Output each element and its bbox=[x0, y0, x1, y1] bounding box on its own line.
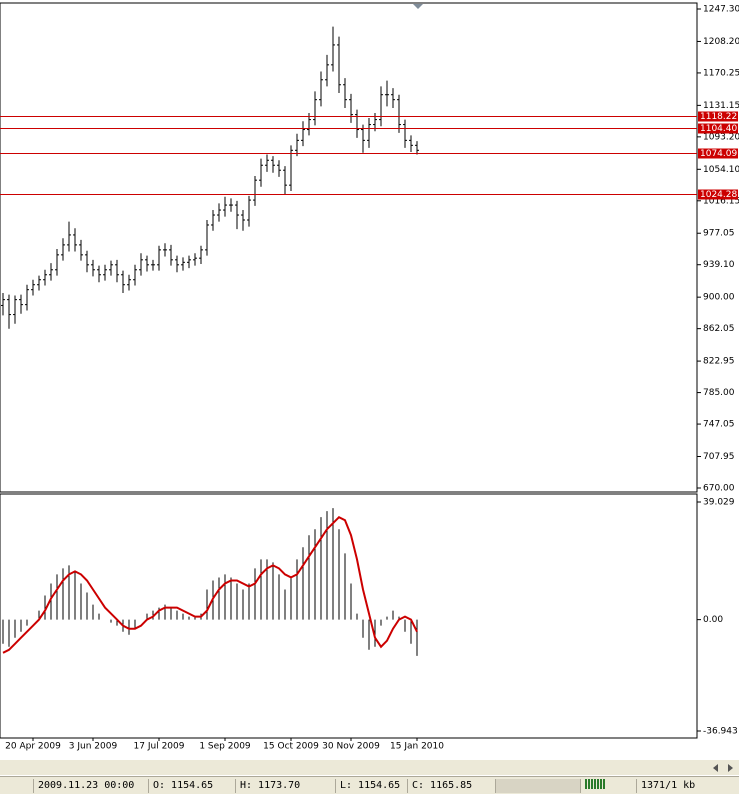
chart-shift-marker[interactable] bbox=[413, 4, 423, 9]
scroll-left[interactable] bbox=[713, 764, 718, 772]
connection-icon bbox=[580, 779, 613, 793]
y-tick-label: 747.05 bbox=[703, 420, 735, 430]
y-tick-label: 1170.25 bbox=[703, 68, 739, 78]
x-tick-label: 15 Oct 2009 bbox=[263, 742, 319, 752]
status-bar: 2009.11.23 00:00 O: 1154.65 H: 1173.70 L… bbox=[0, 776, 739, 794]
price-panel bbox=[0, 2, 698, 493]
y-tick-label: 862.05 bbox=[703, 324, 735, 334]
signal-line bbox=[2, 515, 418, 654]
y-tick-label: -36.943 bbox=[703, 727, 738, 737]
x-tick-label: 30 Nov 2009 bbox=[322, 742, 380, 752]
x-tick-label: 1 Sep 2009 bbox=[199, 742, 251, 752]
macd-panel bbox=[0, 493, 698, 739]
x-tick-label: 20 Apr 2009 bbox=[5, 742, 61, 752]
level-label-box bbox=[698, 148, 738, 159]
status-high: H: 1173.70 bbox=[235, 779, 300, 793]
x-tick-label: 15 Jan 2010 bbox=[390, 742, 444, 752]
level-label-box bbox=[698, 189, 738, 200]
status-profile bbox=[495, 779, 580, 793]
y-tick-label: 1208.20 bbox=[703, 37, 739, 47]
level-label: 1118.22 bbox=[700, 112, 737, 122]
scroll-right[interactable] bbox=[728, 764, 733, 772]
y-tick-label: 939.10 bbox=[703, 260, 735, 270]
level-label: 1024.28 bbox=[700, 190, 737, 200]
y-tick-label: 707.95 bbox=[703, 452, 735, 462]
y-tick-label: 1054.10 bbox=[703, 165, 739, 175]
status-time: 2009.11.23 00:00 bbox=[33, 779, 134, 793]
status-low: L: 1154.65 bbox=[335, 779, 400, 793]
y-tick-label: 670.00 bbox=[703, 484, 735, 494]
y-tick-label: 900.00 bbox=[703, 293, 735, 303]
level-label: 1074.09 bbox=[700, 149, 737, 159]
y-tick-label: 39.029 bbox=[703, 498, 735, 508]
status-close: C: 1165.85 bbox=[407, 779, 472, 793]
y-tick-label: 1131.15 bbox=[703, 101, 739, 111]
x-tick-label: 17 Jul 2009 bbox=[134, 742, 185, 752]
status-open: O: 1154.65 bbox=[148, 779, 213, 793]
y-tick-label: 977.05 bbox=[703, 229, 735, 239]
y-tick-label: 822.95 bbox=[703, 357, 735, 367]
y-tick-label: 1093.20 bbox=[703, 132, 739, 142]
scrollbar[interactable] bbox=[0, 760, 739, 775]
y-tick-label: 1016.15 bbox=[703, 196, 739, 206]
level-label: 1104.40 bbox=[700, 124, 737, 134]
level-label-box bbox=[698, 123, 738, 134]
y-tick-label: 0.00 bbox=[703, 615, 723, 625]
chart: 1247.30 1208.20 1170.25 1131.15 1093.20 1054.… bbox=[0, 2, 739, 775]
x-tick-label: 3 Jun 2009 bbox=[69, 742, 118, 752]
y-tick-label: 785.00 bbox=[703, 388, 735, 398]
level-label-box bbox=[698, 111, 738, 122]
status-traffic: 1371/1 kb bbox=[636, 779, 695, 793]
y-tick-label: 1247.30 bbox=[703, 5, 739, 15]
